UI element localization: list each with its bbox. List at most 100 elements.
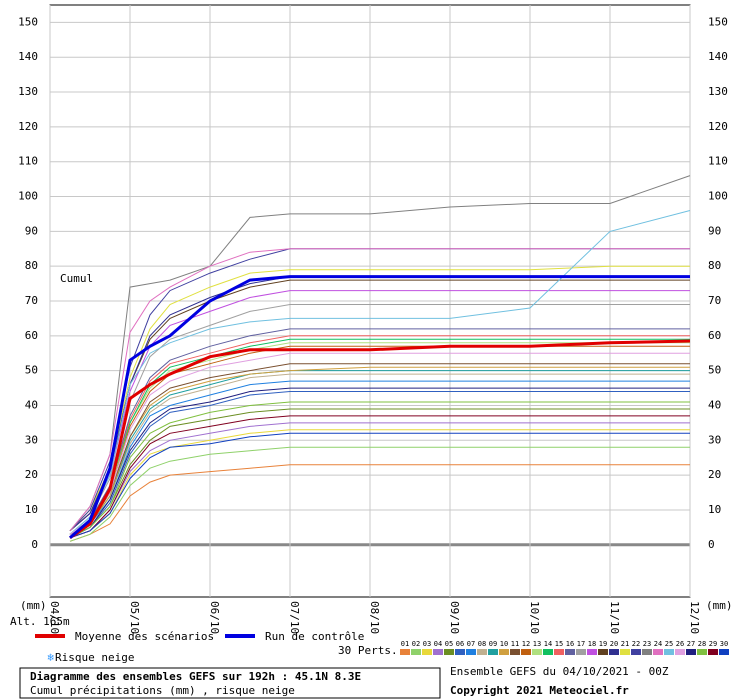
y-tick-label-right: 100 xyxy=(708,190,728,203)
y-tick-label-right: 120 xyxy=(708,120,728,133)
series-line xyxy=(69,248,690,532)
y-tick-label-right: 40 xyxy=(708,398,721,411)
legend-swatch xyxy=(697,649,707,655)
series-line xyxy=(69,391,690,539)
legend-label: 04 xyxy=(434,640,442,648)
x-tick-label: 12/10 xyxy=(688,601,701,634)
legend-label: 18 xyxy=(588,640,596,648)
legend-label: Run de contrôle xyxy=(265,630,364,643)
legend-label: 13 xyxy=(533,640,541,648)
x-tick-label: 11/10 xyxy=(608,601,621,634)
legend-label: 16 xyxy=(566,640,574,648)
legend-swatch xyxy=(708,649,718,655)
legend-swatch xyxy=(609,649,619,655)
legend-label: 03 xyxy=(423,640,431,648)
legend-label: 30 xyxy=(720,640,728,648)
x-tick-label: 04/10 xyxy=(48,601,61,634)
legend-swatch xyxy=(532,649,542,655)
legend-label: 12 xyxy=(522,640,530,648)
series-line xyxy=(69,387,690,539)
y-tick-label-right: 130 xyxy=(708,85,728,98)
legend-label: 11 xyxy=(511,640,519,648)
y-tick-label: 130 xyxy=(18,85,38,98)
altitude: Alt. 165m xyxy=(10,615,70,628)
perts-label: 30 Perts. xyxy=(338,644,398,657)
legend-swatch xyxy=(543,649,553,655)
y-tick-label: 150 xyxy=(18,15,38,28)
legend-label: 29 xyxy=(709,640,717,648)
legend-label: 25 xyxy=(665,640,673,648)
y-tick-label: 10 xyxy=(25,503,38,516)
legend-swatch xyxy=(587,649,597,655)
legend-swatch xyxy=(521,649,531,655)
x-tick-label: 05/10 xyxy=(128,601,141,634)
y-tick-label-right: 0 xyxy=(708,538,715,551)
x-tick-label: 07/10 xyxy=(288,601,301,634)
y-tick-label-right: 150 xyxy=(708,15,728,28)
legend-swatch xyxy=(675,649,685,655)
legend-label: 02 xyxy=(412,640,420,648)
title-box xyxy=(19,667,441,699)
series-line xyxy=(69,339,691,540)
chart-title: Diagramme des ensembles GEFS sur 192h : … xyxy=(30,670,361,683)
y-tick-label: 110 xyxy=(18,155,38,168)
y-tick-label-right: 140 xyxy=(708,50,728,63)
legend-label: 21 xyxy=(621,640,629,648)
plot-area xyxy=(49,4,691,598)
y-tick-label: 100 xyxy=(18,190,38,203)
y-tick-label: 90 xyxy=(25,224,38,237)
y-tick-label: 140 xyxy=(18,50,38,63)
y-tick-label-right: 70 xyxy=(708,294,721,307)
legend-label: 27 xyxy=(687,640,695,648)
legend-label: 17 xyxy=(577,640,585,648)
legend-swatch xyxy=(433,649,443,655)
copyright: Copyright 2021 Meteociel.fr xyxy=(450,684,629,697)
annotation: Cumul xyxy=(60,272,93,285)
legend-label: 19 xyxy=(599,640,607,648)
legend-swatch xyxy=(598,649,608,655)
legend-label: 01 xyxy=(401,640,409,648)
x-tick-label: 09/10 xyxy=(448,601,461,634)
legend-label: 08 xyxy=(478,640,486,648)
legend-label: 05 xyxy=(445,640,453,648)
legend-label: 26 xyxy=(676,640,684,648)
series-line xyxy=(69,352,690,535)
series-line xyxy=(69,446,690,542)
series-line xyxy=(69,464,690,542)
legend-label: 23 xyxy=(643,640,651,648)
y-tick-label: 120 xyxy=(18,120,38,133)
chart-subtitle: Cumul précipitations (mm) , risque neige xyxy=(30,684,295,697)
legend-swatch xyxy=(719,649,729,655)
legend-swatch xyxy=(642,649,652,655)
legend-label: 24 xyxy=(654,640,662,648)
y-tick-label-right: 10 xyxy=(708,503,721,516)
legend-label: 28 xyxy=(698,640,706,648)
series-line xyxy=(69,210,691,535)
y-tick-label-right: 60 xyxy=(708,329,721,342)
legend-swatch xyxy=(510,649,520,655)
legend-label: 22 xyxy=(632,640,640,648)
legend-swatch xyxy=(400,649,410,655)
x-tick-label: 06/10 xyxy=(208,601,221,634)
y-tick-label: 60 xyxy=(25,329,38,342)
legend-label: 10 xyxy=(500,640,508,648)
series-line xyxy=(69,366,690,535)
y-tick-label: 80 xyxy=(25,259,38,272)
run-info: Ensemble GEFS du 04/10/2021 - 00Z xyxy=(450,665,669,678)
snow-label: Risque neige xyxy=(55,651,134,664)
y-tick-label-right: 80 xyxy=(708,259,721,272)
legend-swatch xyxy=(565,649,575,655)
legend-swatch xyxy=(477,649,487,655)
legend-swatch xyxy=(499,649,509,655)
y-tick-label: 20 xyxy=(25,468,38,481)
legend-label: 20 xyxy=(610,640,618,648)
y-tick-label-right: 30 xyxy=(708,433,721,446)
legend-swatch xyxy=(631,649,641,655)
series-line xyxy=(69,304,690,535)
legend-swatch xyxy=(653,649,663,655)
y-tick-label-right: 20 xyxy=(708,468,721,481)
legend-swatch xyxy=(466,649,476,655)
x-tick-label: 08/10 xyxy=(368,601,381,634)
series-line xyxy=(69,432,690,539)
